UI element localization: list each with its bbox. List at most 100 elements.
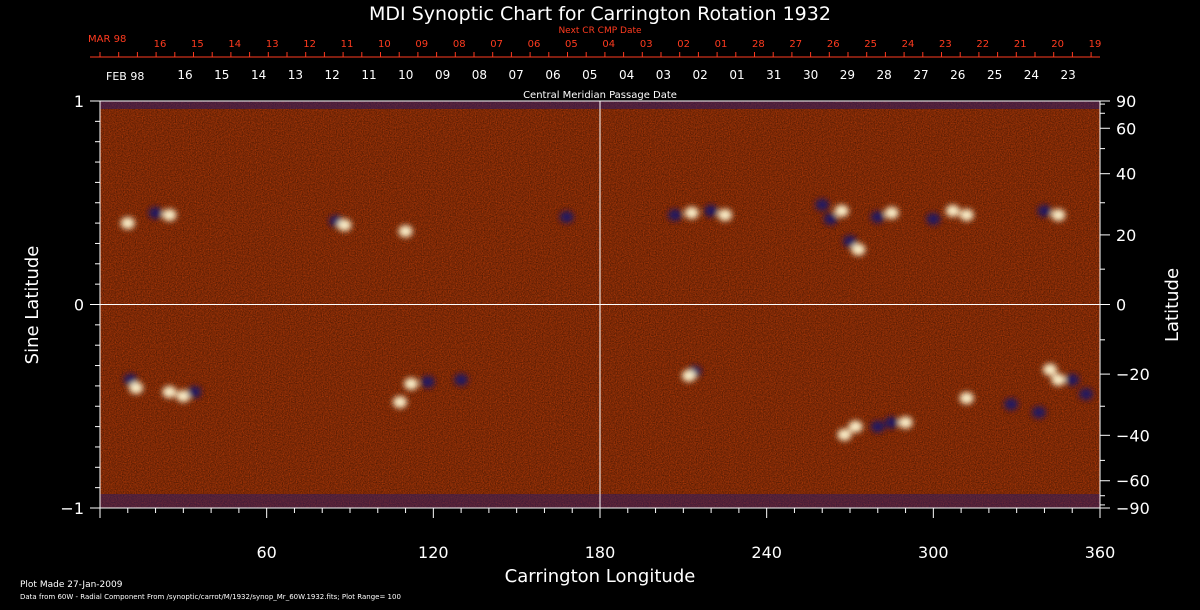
x-tick-label: 300: [918, 543, 949, 562]
cmp-date-label: 31: [766, 68, 781, 82]
cmp-date-label: 11: [361, 68, 376, 82]
latitude-axis: 90 60 40 20 0 −20 −40 −60 −90: [1100, 92, 1150, 518]
x-axis-label: Carrington Longitude: [505, 566, 696, 587]
active-region-neg: [148, 206, 163, 219]
active-region-neg: [870, 210, 885, 223]
next-cr-date-label: 24: [902, 39, 915, 50]
active-region-pos: [851, 243, 866, 256]
x-tick-label: 180: [585, 543, 616, 562]
active-region-neg: [454, 373, 469, 386]
active-region-pos: [337, 219, 352, 232]
active-region-neg: [815, 198, 830, 211]
y-right-tick-label: −60: [1116, 472, 1150, 491]
active-region-neg: [1037, 204, 1052, 217]
active-region-pos: [834, 204, 849, 217]
active-region-neg: [1031, 406, 1046, 419]
next-cr-date-label: 05: [565, 39, 578, 50]
x-tick-label: 240: [751, 543, 782, 562]
x-tick-label: 60: [256, 543, 276, 562]
cmp-date-label: 30: [803, 68, 818, 82]
y-axis-label-left: Sine Latitude: [22, 246, 43, 365]
active-region-neg: [884, 416, 899, 429]
y-right-tick-label: 40: [1116, 165, 1136, 184]
next-cr-date-label: 01: [715, 39, 728, 50]
data-source-caption: Data from 60W - Radial Component From /s…: [20, 593, 401, 601]
cmp-date-label: 05: [582, 68, 597, 82]
active-region-pos: [1051, 208, 1066, 221]
y-right-tick-label: −40: [1116, 426, 1150, 445]
active-region-neg: [843, 235, 857, 248]
y-left-tick-label: 1: [74, 92, 84, 111]
active-region-pos: [848, 420, 863, 433]
cmp-date-label: 16: [177, 68, 192, 82]
cmp-date-label: 12: [325, 68, 340, 82]
next-cr-date-label: 06: [528, 39, 541, 50]
cmp-date-label: 14: [251, 68, 266, 82]
next-cr-date-label: 28: [752, 39, 765, 50]
active-region-neg: [668, 208, 682, 221]
next-cr-date-label: 23: [939, 39, 952, 50]
x-tick-label: 360: [1085, 543, 1116, 562]
sine-latitude-axis: 1 0 −1: [60, 92, 100, 518]
active-region-pos: [162, 208, 177, 221]
cmp-date-label: 04: [619, 68, 634, 82]
cmp-date-label: 02: [693, 68, 708, 82]
cmp-date-label: 24: [1024, 68, 1039, 82]
active-region-pos: [1051, 373, 1066, 386]
active-region-neg: [187, 386, 202, 399]
active-region-pos: [684, 206, 699, 219]
active-region-pos: [120, 217, 135, 230]
y-right-tick-label: −20: [1116, 365, 1150, 384]
next-cr-date-label: 10: [378, 39, 391, 50]
active-region-pos: [681, 369, 696, 382]
next-cr-date-label: 21: [1014, 39, 1027, 50]
cmp-date-label: 03: [656, 68, 671, 82]
cmp-date-label: 29: [840, 68, 855, 82]
next-cr-date-label: 04: [602, 39, 615, 50]
y-right-tick-label: −90: [1116, 499, 1150, 518]
cmp-date-label: 13: [288, 68, 303, 82]
cmp-date-label: 27: [913, 68, 928, 82]
next-cr-date-label: 26: [827, 39, 840, 50]
active-region-neg: [420, 375, 435, 388]
longitude-axis: 60 120 180 240 300 360: [99, 508, 1116, 562]
active-region-pos: [393, 396, 407, 409]
next-cr-date-label: 13: [266, 39, 279, 50]
active-region-neg: [926, 213, 941, 226]
cmp-date-label: 23: [1061, 68, 1076, 82]
cmp-date-label: 28: [877, 68, 892, 82]
cmp-date-label: 01: [729, 68, 744, 82]
active-region-pos: [718, 208, 732, 221]
active-region-neg: [1004, 398, 1019, 411]
active-region-neg: [704, 204, 719, 217]
active-region-pos: [945, 204, 960, 217]
next-cr-date-label: 02: [677, 39, 690, 50]
date-axes: Next CR CMP Date MAR 98 FEB 98 Central M…: [88, 26, 1101, 101]
active-region-pos: [129, 381, 144, 394]
active-region-pos: [959, 208, 974, 221]
y-axis-label-right: Latitude: [1162, 268, 1183, 342]
active-region-pos: [884, 206, 899, 219]
x-tick-label: 120: [418, 543, 449, 562]
next-cr-month-label: MAR 98: [88, 34, 126, 45]
cmp-date-label: 06: [545, 68, 560, 82]
cmp-axis-title: Central Meridian Passage Date: [523, 90, 677, 101]
next-cr-date-label: 20: [1051, 39, 1064, 50]
next-cr-axis-title: Next CR CMP Date: [558, 26, 642, 36]
active-region-pos: [398, 225, 413, 238]
y-left-tick-label: −1: [60, 499, 84, 518]
active-region-pos: [898, 416, 913, 429]
cmp-date-label: 08: [472, 68, 487, 82]
cmp-date-label: 09: [435, 68, 450, 82]
active-regions: [120, 198, 1094, 441]
y-right-tick-label: 90: [1116, 92, 1136, 111]
active-region-neg: [1065, 373, 1080, 386]
chart-title: MDI Synoptic Chart for Carrington Rotati…: [369, 3, 831, 25]
cmp-date-label: 07: [509, 68, 524, 82]
active-region-pos: [959, 392, 974, 405]
next-cr-date-label: 08: [453, 39, 466, 50]
active-region-pos: [176, 390, 191, 403]
active-region-pos: [404, 377, 419, 390]
next-cr-date-label: 22: [976, 39, 989, 50]
